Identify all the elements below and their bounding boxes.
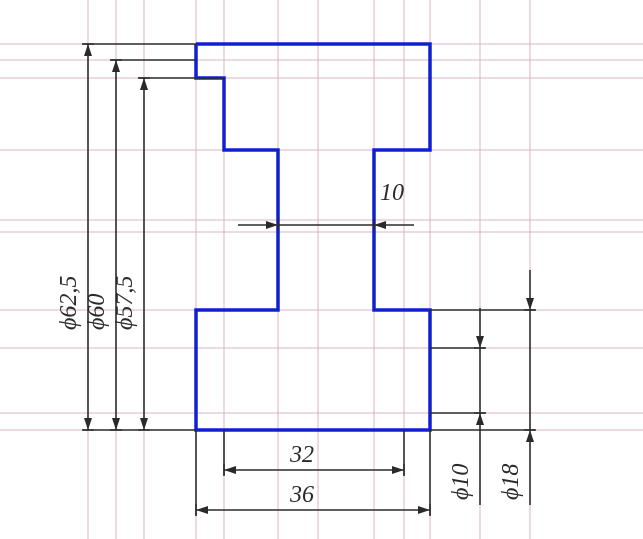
profile-outline <box>196 44 430 430</box>
construction-grid <box>0 0 643 539</box>
dimension-label: ϕ62,5 <box>56 276 82 330</box>
technical-drawing: 10 32 36 ϕ10 ϕ18 ϕ57,5ϕ60ϕ62,5 <box>0 0 643 539</box>
dimension-label: 36 <box>289 482 314 508</box>
dimension-label: ϕ60 <box>84 294 110 330</box>
dimension-label: ϕ10 <box>448 464 474 500</box>
dimension-label: 32 <box>289 442 314 468</box>
dimension-label: ϕ57,5 <box>112 276 138 330</box>
dimension-label: 10 <box>380 180 404 206</box>
dimension-label: ϕ18 <box>498 464 524 500</box>
